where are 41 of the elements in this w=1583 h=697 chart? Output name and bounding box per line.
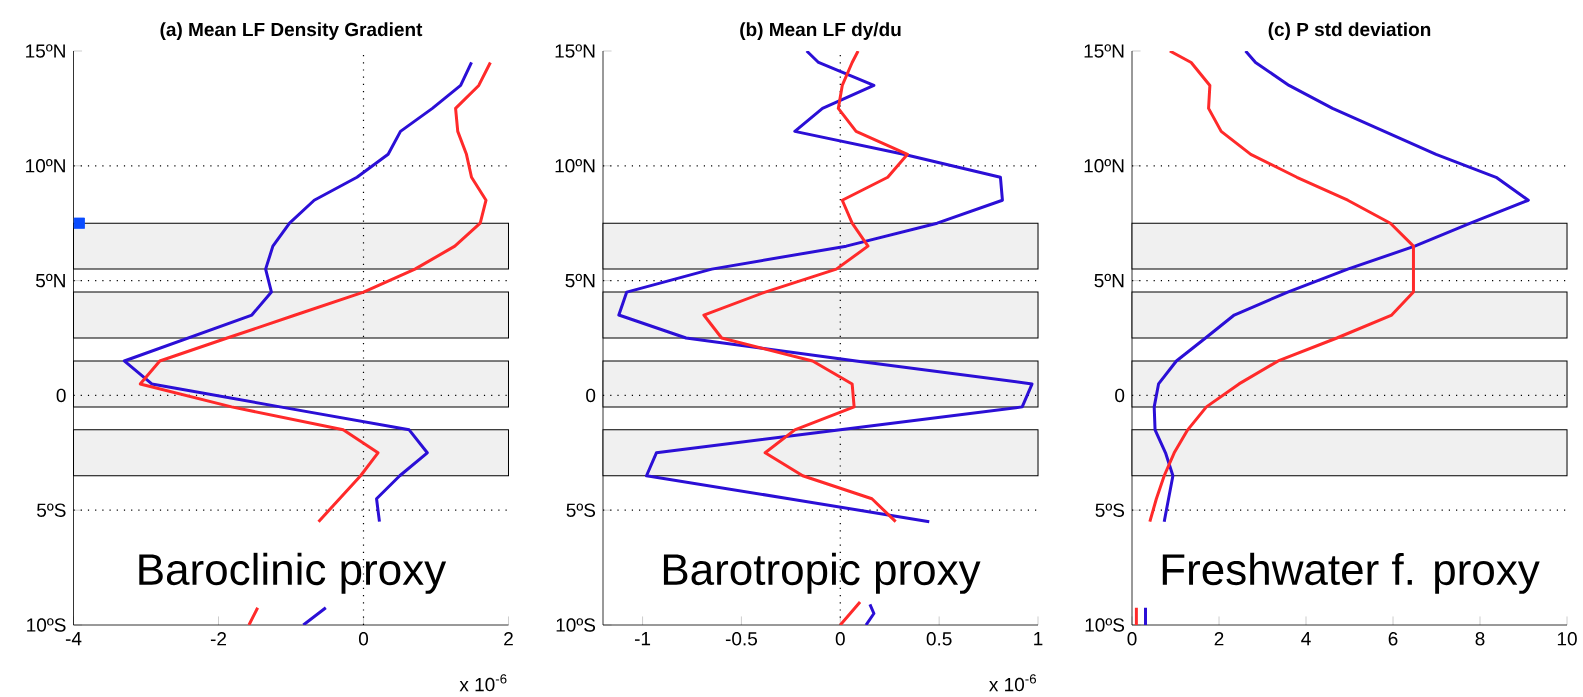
y-tick-label: 10ºN <box>26 159 65 173</box>
text: x 10$^{-6}$ <box>989 674 1037 692</box>
y-tick-label: 0 <box>586 388 596 403</box>
x-tick-label: -0.5 <box>725 632 758 646</box>
chart-title: (c) P std deviation <box>1268 22 1431 40</box>
y-tick-label: 5ºN <box>1094 273 1124 288</box>
x-tick-label: 0 <box>1127 632 1137 646</box>
x-tick-label: 1 <box>1034 632 1043 646</box>
x-tick-label: 4 <box>1301 632 1311 646</box>
x-tick-label: -1 <box>634 632 651 646</box>
y-tick-label: 10ºN <box>1084 159 1124 173</box>
x-tick-label: -4 <box>65 632 82 646</box>
y-tick-label: 15ºN <box>26 44 65 58</box>
y-tick-label: 15ºN <box>1084 44 1124 58</box>
x-tick-label: 8 <box>1475 632 1485 646</box>
annotation: Freshwater f. proxy <box>1162 552 1540 594</box>
y-tick-label: 15ºN <box>555 44 595 58</box>
y-tick-label: 0 <box>1115 388 1125 403</box>
y-tick-label: 5ºN <box>35 273 65 288</box>
y-tick-label: 0 <box>56 388 66 403</box>
annotation: Baroclinic proxy <box>139 552 447 594</box>
x-tick-label: 2 <box>1214 632 1224 646</box>
text: x 10$^{-6}$ <box>459 674 507 692</box>
x-tick-label: 0 <box>835 632 845 646</box>
x-tick-label: 10 <box>1557 632 1577 646</box>
y-tick-label: 10ºS <box>27 618 66 632</box>
chart-title: (a) Mean LF Density Gradient <box>160 22 423 40</box>
y-tick-label: 5ºS <box>1095 503 1125 517</box>
y-tick-label: 5ºS <box>566 503 596 517</box>
x-tick-label: -2 <box>210 632 227 646</box>
x-tick-label: 0.5 <box>926 632 952 646</box>
y-tick-label: 5ºN <box>565 273 595 288</box>
chart-title: (b) Mean LF dy/du <box>740 22 901 40</box>
annotation: Barotropic proxy <box>663 552 981 594</box>
x-tick-label: 2 <box>504 632 513 646</box>
y-tick-label: 10ºS <box>556 618 596 632</box>
y-tick-label: 10ºN <box>555 159 595 173</box>
x-tick-label: 6 <box>1388 632 1398 646</box>
x-tick-label: 0 <box>358 632 369 646</box>
y-tick-label: 10ºS <box>1085 618 1125 632</box>
y-tick-label: 5ºS <box>37 503 66 517</box>
